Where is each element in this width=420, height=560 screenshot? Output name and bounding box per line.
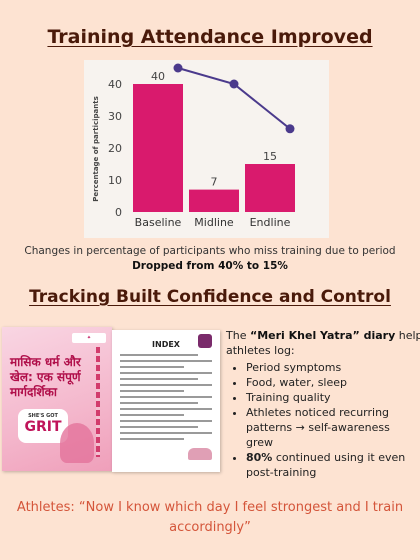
y-tick-label: 20 [108,142,122,155]
stat-text: continued using it even post-training [246,451,406,479]
diary-intro-line2: athletes log: [226,344,295,357]
bubble-tag: SHE'S GOT [28,413,58,419]
booklet-cover-title: मासिक धर्म और खेल: एक संपूर्ण मार्गदर्शि… [10,355,81,399]
diary-intro-prefix: The [226,329,250,342]
stat-highlight: 80% [246,451,273,464]
chart-caption: Changes in percentage of participants wh… [0,244,420,274]
index-text-lines [120,354,212,444]
booklet-index-page: INDEX [112,330,220,472]
caption-highlight: Dropped from 40% to 15% [132,260,288,272]
diary-intro: The “Meri Khel Yatra” diary helped [226,328,420,343]
trend-point [229,79,239,89]
y-axis-label: Percentage of participants [92,96,100,201]
list-item: Athletes noticed recurring patterns → se… [246,405,420,450]
y-tick-label: 30 [108,110,122,123]
bar [245,164,295,212]
bar [133,84,183,212]
shoe-illustration [188,448,212,460]
y-tick-label: 0 [115,206,122,219]
index-logo-icon [198,334,212,348]
booklet-cover-image: ✦ मासिक धर्म और खेल: एक संपूर्ण मार्गदर्… [2,327,112,471]
bar-value-label: 40 [151,70,165,83]
bubble-grit: GRIT [24,419,62,435]
list-item: 80% continued using it even post-trainin… [246,450,420,480]
trend-line [177,67,291,130]
list-item: Period symptoms [246,360,420,375]
athlete-illustration [60,423,94,463]
index-title: INDEX [152,340,180,349]
x-tick-label: Midline [194,216,234,229]
diary-description: The “Meri Khel Yatra” diary helped athle… [226,328,420,480]
y-tick-label: 10 [108,174,122,187]
speech-bubble: SHE'S GOT GRIT [18,409,68,443]
athlete-quote: Athletes: “Now I know which day I feel s… [16,500,404,535]
brand-logo: ✦ [72,333,106,343]
bar-value-label: 7 [211,176,218,189]
chart-svg: Percentage of participants 0 10 20 30 40 40 7… [92,63,295,229]
diary-name: “Meri Khel Yatra” diary [249,329,396,342]
list-item: Food, water, sleep [246,375,420,390]
decorative-ribbon [96,347,100,457]
bar-value-label: 15 [263,150,277,163]
x-tick-label: Endline [250,216,291,229]
x-tick-label: Baseline [135,216,182,229]
page-title: Training Attendance Improved [47,26,373,48]
y-tick-label: 40 [108,78,122,91]
bar [189,189,239,212]
diary-list: Period symptoms Food, water, sleep Train… [226,360,420,480]
trend-point [285,124,295,134]
caption-line: Changes in percentage of participants wh… [24,245,396,257]
list-item: Training quality [246,390,420,405]
section-title: Tracking Built Confidence and Control [29,287,391,307]
attendance-chart: Percentage of participants 0 10 20 30 40 40 7… [84,60,329,238]
trend-point [173,63,183,73]
diary-intro-suffix: helped [398,329,420,342]
